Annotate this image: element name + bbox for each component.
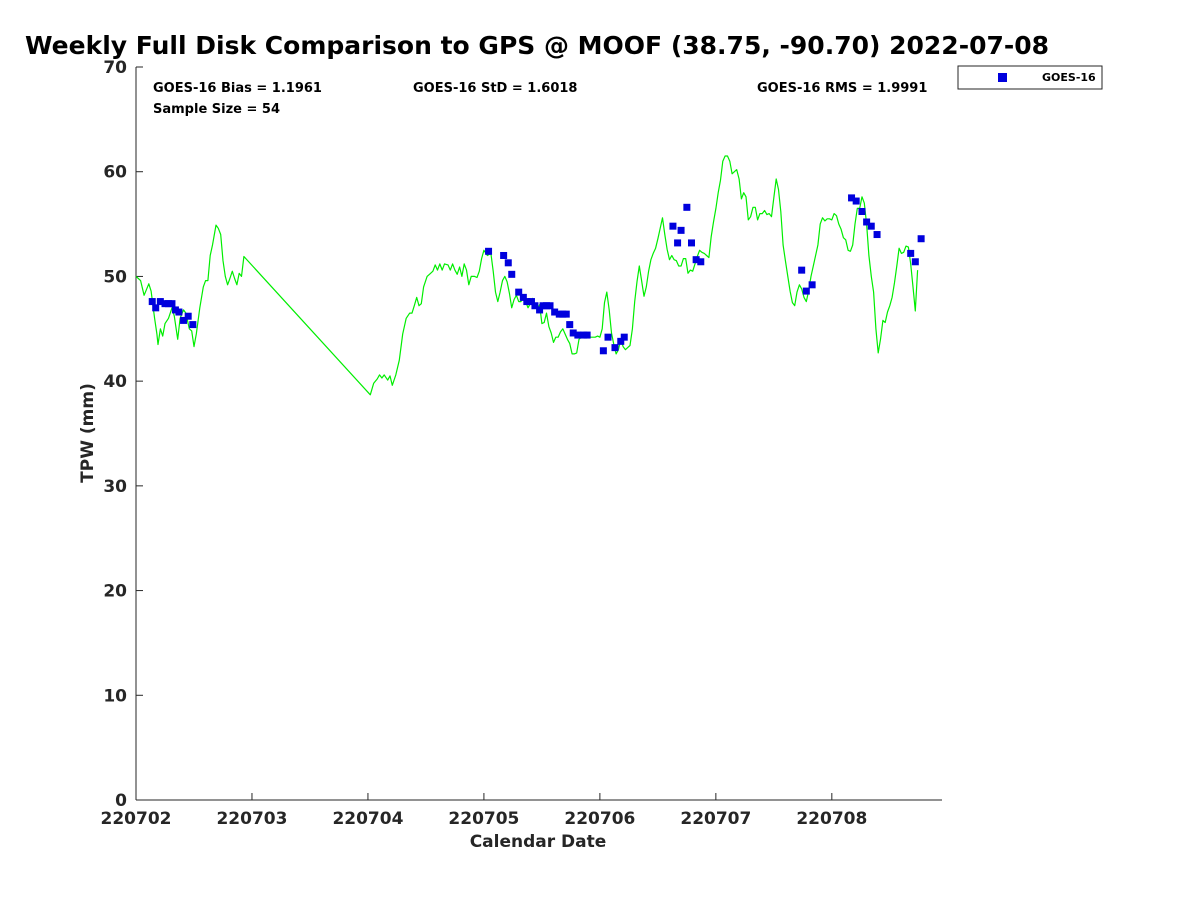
y-ticks: 0 10 20 30 40 50 60 70: [103, 58, 143, 811]
gps-tpw-line: [135, 155, 919, 396]
goes16-point: [562, 310, 570, 318]
y-tick-label: 0: [115, 791, 127, 811]
goes16-point: [500, 251, 508, 259]
std-stat: GOES-16 StD = 1.6018: [413, 81, 577, 96]
sample-size-stat: Sample Size = 54: [153, 102, 280, 117]
goes16-point: [189, 321, 197, 329]
goes16-point: [917, 235, 925, 243]
goes16-point: [152, 304, 160, 312]
goes16-point: [508, 270, 516, 278]
goes16-point: [674, 239, 682, 247]
goes16-point: [873, 231, 881, 239]
goes16-point: [546, 302, 554, 310]
y-axis-label: TPW (mm): [78, 383, 98, 483]
goes16-point: [184, 312, 192, 320]
goes16-point: [620, 333, 628, 341]
goes16-point: [604, 333, 612, 341]
goes16-point: [175, 308, 183, 316]
goes16-point: [519, 293, 527, 301]
goes16-point: [611, 344, 619, 352]
goes16-point: [566, 321, 574, 329]
goes16-point: [527, 298, 535, 306]
x-tick-label: 220703: [216, 809, 287, 829]
x-tick-label: 220705: [448, 809, 519, 829]
goes16-point: [599, 347, 607, 355]
goes16-point: [852, 197, 860, 205]
goes16-points: [148, 194, 925, 355]
y-tick-label: 70: [103, 58, 127, 78]
x-ticks: 220702 220703 220704 220705 220706 220707 2207…: [101, 793, 867, 829]
goes16-point: [180, 316, 188, 324]
x-tick-label: 220704: [332, 809, 403, 829]
bias-stat: GOES-16 Bias = 1.1961: [153, 81, 322, 96]
x-tick-label: 220707: [680, 809, 751, 829]
x-tick-label: 220706: [564, 809, 635, 829]
goes16-point: [551, 308, 559, 316]
goes16-point: [574, 331, 582, 339]
goes16-point: [858, 208, 866, 216]
goes16-point: [688, 239, 696, 247]
goes16-point: [531, 302, 539, 310]
y-tick-label: 60: [103, 163, 127, 183]
goes16-point: [156, 298, 164, 306]
x-tick-label: 220702: [101, 809, 172, 829]
goes16-point: [683, 203, 691, 211]
goes16-point: [583, 331, 591, 339]
goes16-point: [617, 337, 625, 345]
goes16-point: [148, 298, 156, 306]
goes16-point: [485, 247, 493, 255]
rms-stat: GOES-16 RMS = 1.9991: [757, 81, 927, 96]
chart-title: Weekly Full Disk Comparison to GPS @ MOO…: [25, 31, 1049, 60]
goes16-point: [677, 226, 685, 234]
series-layer: [135, 155, 925, 396]
x-axis-label: Calendar Date: [470, 832, 607, 852]
y-tick-label: 50: [103, 267, 127, 287]
goes16-point: [569, 329, 577, 337]
y-tick-label: 30: [103, 477, 127, 497]
goes16-point: [848, 194, 856, 202]
legend: GOES-16: [957, 65, 1103, 90]
goes16-point: [808, 281, 816, 289]
goes16-point: [504, 259, 512, 267]
goes16-point: [692, 256, 700, 264]
goes16-point: [802, 287, 810, 295]
y-tick-label: 40: [103, 372, 127, 392]
axes: [135, 67, 942, 801]
legend-marker: [998, 73, 1007, 82]
goes16-point: [867, 222, 875, 230]
goes16-point: [515, 288, 523, 296]
goes16-point: [536, 306, 544, 314]
y-tick-label: 20: [103, 582, 127, 602]
goes16-point: [669, 222, 677, 230]
x-tick-label: 220708: [796, 809, 867, 829]
legend-box: [957, 65, 1103, 90]
goes16-point: [911, 258, 919, 266]
goes16-point: [798, 266, 806, 274]
goes16-point: [697, 258, 705, 266]
y-tick-label: 10: [103, 686, 127, 706]
legend-label: GOES-16: [1042, 71, 1096, 84]
goes16-point: [168, 300, 176, 308]
goes16-point: [907, 249, 915, 257]
goes16-point: [863, 218, 871, 226]
goes16-point: [523, 298, 531, 306]
